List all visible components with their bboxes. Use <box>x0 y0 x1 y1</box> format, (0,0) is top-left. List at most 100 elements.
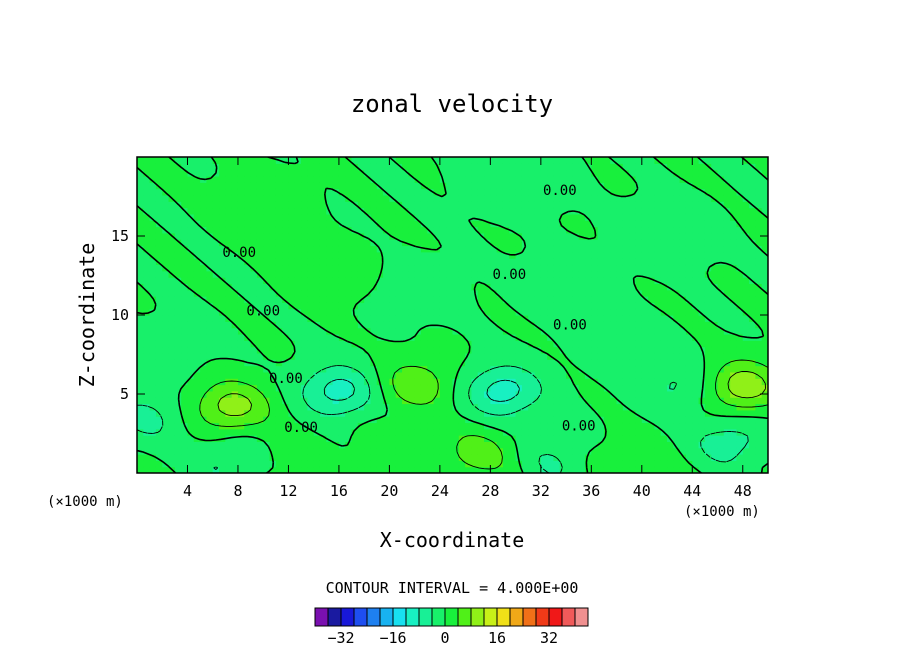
field-cell <box>679 302 687 310</box>
field-cell <box>137 182 144 190</box>
field-cell <box>181 245 189 253</box>
field-cell <box>206 289 214 297</box>
field-cell <box>471 371 479 379</box>
field-cell <box>168 403 176 411</box>
field-cell <box>717 194 725 202</box>
field-cell <box>648 175 656 183</box>
field-cell <box>200 390 208 398</box>
field-cell <box>420 175 428 183</box>
field-cell <box>351 188 359 196</box>
field-cell <box>692 239 700 247</box>
field-cell <box>616 289 624 297</box>
field-cell <box>698 277 706 284</box>
field-cell <box>446 409 454 417</box>
field-cell <box>307 283 315 291</box>
field-cell <box>181 378 189 386</box>
field-cell <box>622 460 630 468</box>
field-cell <box>357 365 365 373</box>
field-cell <box>364 333 372 341</box>
field-cell <box>635 182 643 190</box>
field-cell <box>477 397 485 405</box>
field-cell <box>402 277 409 284</box>
field-cell <box>698 264 706 272</box>
field-cell <box>629 232 637 240</box>
field-cell <box>338 264 346 272</box>
field-cell <box>585 169 592 177</box>
field-cell <box>168 327 176 335</box>
field-cell <box>635 397 643 405</box>
field-cell <box>566 283 573 291</box>
field-cell <box>742 308 750 316</box>
field-cell <box>629 447 637 455</box>
field-cell <box>648 232 656 240</box>
field-cell <box>408 188 416 196</box>
field-cell <box>465 289 473 297</box>
field-cell <box>250 397 258 405</box>
field-cell <box>622 428 630 436</box>
field-cell <box>326 182 334 190</box>
field-cell <box>389 365 397 373</box>
field-cell <box>282 428 290 436</box>
field-cell <box>446 397 454 405</box>
field-cell <box>502 188 510 196</box>
field-cell <box>496 454 504 461</box>
field-cell <box>616 416 624 424</box>
field-cell <box>471 460 479 468</box>
field-cell <box>162 403 170 411</box>
field-cell <box>629 371 637 379</box>
field-cell <box>294 302 302 310</box>
field-cell <box>433 194 441 202</box>
field-cell <box>231 289 239 297</box>
field-cell <box>364 422 372 430</box>
field-cell <box>389 201 397 209</box>
field-cell <box>490 207 498 215</box>
field-cell <box>723 454 731 461</box>
field-cell <box>332 201 340 209</box>
field-cell <box>723 359 731 367</box>
field-cell <box>187 397 195 405</box>
field-cell <box>250 422 258 430</box>
field-cell <box>484 466 491 473</box>
field-cell <box>370 466 378 473</box>
field-cell <box>496 315 504 322</box>
field-cell <box>496 466 504 473</box>
field-cell <box>648 397 656 405</box>
field-cell <box>629 182 637 190</box>
field-cell <box>528 384 536 392</box>
field-cell <box>528 416 536 424</box>
field-cell <box>673 169 681 177</box>
field-cell <box>578 201 586 209</box>
field-cell <box>313 352 321 360</box>
field-cell <box>244 232 252 240</box>
field-cell <box>244 188 252 196</box>
field-cell <box>244 175 252 183</box>
field-cell <box>313 422 321 430</box>
field-cell <box>465 302 473 310</box>
field-cell <box>509 245 517 253</box>
field-cell <box>200 315 208 322</box>
field-cell <box>572 454 580 461</box>
field-cell <box>711 213 719 221</box>
field-cell <box>742 251 750 259</box>
field-cell <box>402 327 409 335</box>
field-cell <box>540 232 548 240</box>
field-cell <box>749 194 756 202</box>
field-cell <box>610 365 618 373</box>
field-cell <box>143 226 151 234</box>
field-cell <box>187 245 195 253</box>
field-cell <box>528 251 536 259</box>
field-cell <box>376 163 384 171</box>
field-cell <box>414 428 422 436</box>
field-cell <box>572 220 580 228</box>
field-cell <box>319 416 327 424</box>
field-cell <box>307 422 315 430</box>
field-cell <box>200 251 208 259</box>
field-cell <box>465 333 473 341</box>
field-cell <box>364 466 372 473</box>
field-cell <box>225 175 233 183</box>
field-cell <box>698 296 706 303</box>
field-cell <box>597 327 605 335</box>
field-cell <box>452 175 460 183</box>
field-cell <box>585 327 592 335</box>
